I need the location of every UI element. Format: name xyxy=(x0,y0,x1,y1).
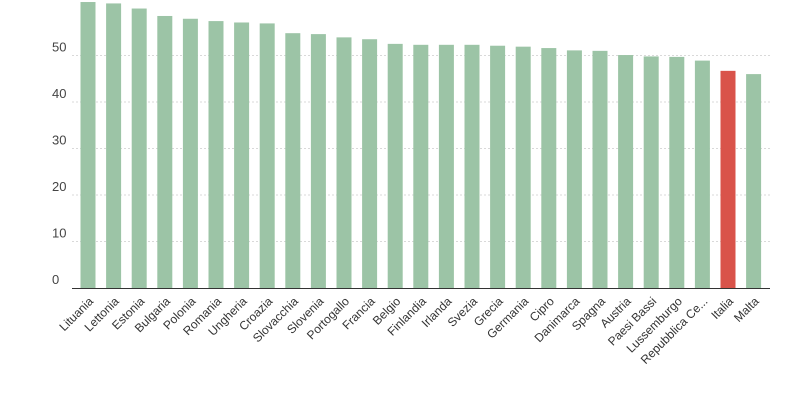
bar-paesi-bassi xyxy=(643,56,659,289)
y-tick-label: 10 xyxy=(52,226,66,241)
bar-malta xyxy=(746,74,762,288)
bar-svezia xyxy=(464,44,480,289)
bar-germania xyxy=(515,46,531,288)
x-tick-label: Malta xyxy=(731,294,762,325)
bar-grecia xyxy=(490,45,506,288)
x-axis-labels: LituaniaLettoniaEstoniaBulgariaPoloniaRo… xyxy=(56,294,761,367)
bar-bulgaria xyxy=(157,15,173,288)
bar-estonia xyxy=(131,8,147,288)
bar-repubblica-ce xyxy=(694,60,710,288)
y-axis-ticks: 0 10 20 30 40 50 xyxy=(52,40,66,288)
y-tick-label: 50 xyxy=(52,40,66,55)
bar-danimarca xyxy=(566,50,582,289)
bar-slovenia xyxy=(310,34,326,288)
bar-cipro xyxy=(541,48,557,289)
bar-spagna xyxy=(592,50,608,288)
bar-croazia xyxy=(259,23,275,288)
bar-finlandia xyxy=(413,44,429,289)
bar-slovacchia xyxy=(285,33,301,289)
y-tick-label: 30 xyxy=(52,133,66,148)
bar-lituania xyxy=(80,2,96,289)
bars xyxy=(80,2,762,289)
x-tick-label: Italia xyxy=(708,294,736,322)
bar-ungheria xyxy=(234,22,250,289)
y-tick-label: 20 xyxy=(52,179,66,194)
bar-austria xyxy=(618,55,634,288)
y-tick-label: 0 xyxy=(52,272,59,287)
bar-romania xyxy=(208,21,224,289)
bar-lettonia xyxy=(106,3,122,288)
bar-lussemburgo xyxy=(669,56,685,288)
bar-francia xyxy=(362,39,378,288)
bar-belgio xyxy=(387,43,403,288)
bar-italia xyxy=(720,70,736,288)
y-tick-label: 40 xyxy=(52,86,66,101)
bar-irlanda xyxy=(438,44,454,289)
bar-polonia xyxy=(182,18,198,288)
bar-portogallo xyxy=(336,37,352,288)
